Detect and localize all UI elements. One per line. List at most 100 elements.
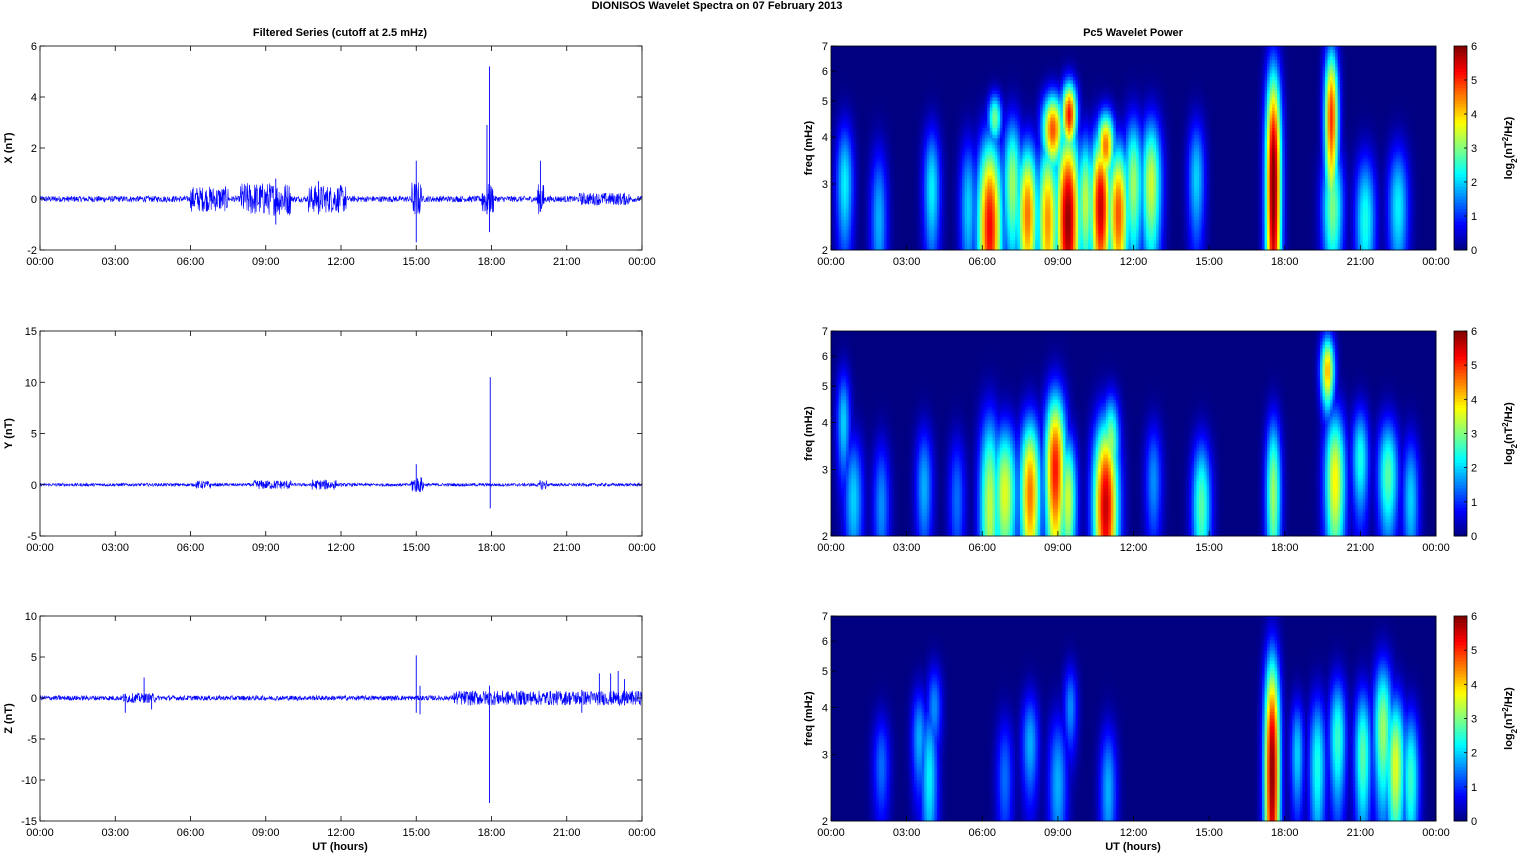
- heatmap-cell: [967, 239, 971, 244]
- heatmap-cell: [873, 73, 877, 77]
- heatmap-cell: [846, 80, 850, 84]
- heatmap-cell: [944, 151, 948, 156]
- heatmap-cell: [949, 195, 953, 200]
- heatmap-cell: [1025, 73, 1029, 77]
- heatmap-cell: [936, 144, 940, 149]
- heatmap-cell: [936, 46, 940, 50]
- heatmap-cell: [1009, 52, 1013, 57]
- heatmap-cell: [959, 127, 963, 132]
- heatmap-cell: [954, 52, 958, 57]
- heatmap-cell: [891, 134, 895, 139]
- heatmap-cell: [972, 148, 976, 152]
- heatmap-cell: [924, 239, 928, 244]
- heatmap-cell: [931, 161, 935, 166]
- heatmap-cell: [1002, 107, 1006, 111]
- heatmap-cell: [876, 161, 880, 166]
- heatmap-cell: [1004, 127, 1008, 132]
- heatmap-cell: [997, 148, 1001, 152]
- heatmap-cell: [1025, 56, 1029, 60]
- heatmap-cell: [894, 151, 897, 156]
- heatmap-cell: [959, 246, 963, 251]
- heatmap-cell: [868, 127, 872, 132]
- heatmap-cell: [906, 107, 910, 111]
- heatmap-cell: [946, 239, 950, 244]
- heatmap-cell: [863, 219, 867, 224]
- heatmap-cell: [969, 192, 973, 196]
- heatmap-cell: [1012, 148, 1016, 152]
- heatmap-cell: [868, 56, 872, 60]
- heatmap-cell: [871, 63, 875, 67]
- heatmap-cell: [969, 178, 973, 183]
- heatmap-cell: [999, 175, 1003, 179]
- heatmap-cell: [931, 188, 935, 193]
- heatmap-cell: [911, 66, 915, 71]
- heatmap-cell: [848, 52, 852, 57]
- heatmap-cell: [883, 80, 887, 84]
- heatmap-cell: [926, 97, 930, 101]
- heatmap-cell: [974, 195, 978, 200]
- heatmap-cell: [858, 134, 862, 139]
- heatmap-cell: [1002, 124, 1006, 128]
- heatmap-cell: [1032, 219, 1036, 224]
- heatmap-cell: [929, 168, 933, 173]
- heatmap-cell: [909, 97, 913, 101]
- heatmap-cell: [972, 103, 976, 108]
- heatmap-cell: [886, 219, 890, 224]
- heatmap-cell: [858, 175, 862, 179]
- heatmap-cell: [883, 100, 887, 105]
- heatmap-cell: [982, 212, 986, 217]
- heatmap-cell: [957, 117, 960, 122]
- heatmap-cell: [896, 154, 900, 159]
- heatmap-cell: [919, 49, 923, 54]
- heatmap-cell: [1017, 49, 1021, 54]
- heatmap-cell: [876, 178, 880, 183]
- heatmap-cell: [906, 192, 910, 196]
- heatmap-cell: [926, 100, 930, 105]
- heatmap-cell: [989, 233, 993, 237]
- heatmap-cell: [941, 90, 945, 94]
- heatmap-cell: [888, 195, 892, 200]
- heatmap-cell: [886, 158, 890, 162]
- heatmap-cell: [979, 120, 983, 125]
- heatmap-cell: [1002, 127, 1006, 132]
- heatmap-cell: [843, 83, 847, 88]
- heatmap-cell: [1022, 90, 1026, 94]
- heatmap-cell: [989, 185, 993, 190]
- heatmap-cell: [899, 100, 902, 105]
- heatmap-cell: [977, 222, 981, 227]
- heatmap-cell: [999, 158, 1003, 162]
- heatmap-cell: [1022, 233, 1026, 237]
- heatmap-cell: [909, 205, 913, 210]
- heatmap-cell: [954, 144, 958, 149]
- heatmap-cell: [982, 168, 986, 173]
- heatmap-cell: [989, 165, 993, 169]
- heatmap-cell: [952, 110, 955, 115]
- heatmap-cell: [848, 243, 852, 247]
- heatmap-cell: [926, 86, 930, 91]
- heatmap-cell: [891, 178, 895, 183]
- heatmap-cell: [979, 56, 983, 60]
- heatmap-cell: [936, 246, 940, 251]
- heatmap-cell: [924, 131, 928, 135]
- heatmap-cell: [843, 182, 847, 186]
- heatmap-cell: [846, 158, 850, 162]
- heatmap-cell: [969, 69, 973, 74]
- heatmap-cell: [1017, 246, 1021, 251]
- heatmap-cell: [987, 154, 991, 159]
- heatmap-cell: [886, 216, 890, 220]
- heatmap-cell: [911, 114, 915, 118]
- heatmap-cell: [967, 165, 971, 169]
- heatmap-cell: [916, 209, 920, 213]
- heatmap-cell: [931, 233, 935, 237]
- heatmap-cell: [997, 178, 1001, 183]
- heatmap-cell: [833, 144, 837, 149]
- heatmap-cell: [914, 144, 918, 149]
- heatmap-cell: [941, 63, 945, 67]
- heatmap-cell: [911, 188, 915, 193]
- heatmap-cell: [949, 124, 953, 128]
- heatmap-cell: [967, 127, 971, 132]
- heatmap-cell: [994, 141, 998, 145]
- heatmap-cell: [1004, 185, 1008, 190]
- heatmap-cell: [977, 120, 981, 125]
- heatmap-cell: [891, 103, 895, 108]
